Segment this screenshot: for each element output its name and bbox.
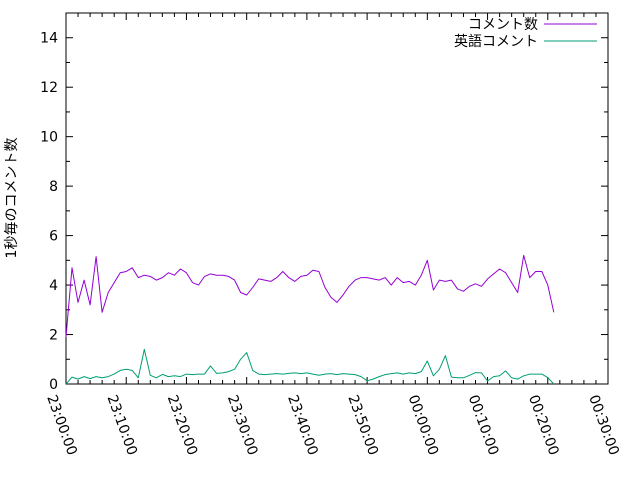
y-axis-title: 1秒毎のコメント数 <box>4 138 20 259</box>
x-tick-label: 23:40:00 <box>284 393 321 458</box>
y-tick-label: 10 <box>40 130 58 146</box>
y-tick-label: 8 <box>49 179 58 195</box>
x-tick-label: 23:00:00 <box>43 393 80 458</box>
series-lines <box>65 254 555 385</box>
plot-border <box>65 12 609 385</box>
legend: コメント数 英語コメント <box>454 17 597 50</box>
axis-tick-labels: 23:00:00 23:10:00 23:20:00 23:30:00 23:40:00… <box>40 31 622 458</box>
legend-label-english-comments: 英語コメント <box>454 33 538 50</box>
y-tick-label: 14 <box>40 31 58 47</box>
x-tick-label: 00:10:00 <box>465 393 502 458</box>
x-tick-label: 00:30:00 <box>585 393 622 458</box>
series-line-1 <box>65 348 555 385</box>
x-tick-label: 23:30:00 <box>224 393 261 458</box>
axis-ticks <box>65 13 609 385</box>
x-tick-label: 00:20:00 <box>525 393 562 458</box>
x-tick-label: 23:50:00 <box>344 393 381 458</box>
legend-label-comment-count: コメント数 <box>468 17 538 33</box>
y-tick-label: 12 <box>40 80 58 96</box>
y-tick-label: 0 <box>49 377 58 393</box>
x-tick-label: 23:10:00 <box>103 393 140 458</box>
series-line-0 <box>65 254 555 338</box>
x-tick-label: 00:00:00 <box>405 393 442 458</box>
y-tick-label: 2 <box>49 328 58 344</box>
y-tick-label: 4 <box>49 278 58 294</box>
x-tick-label: 23:20:00 <box>164 393 201 458</box>
y-tick-label: 6 <box>49 229 58 245</box>
